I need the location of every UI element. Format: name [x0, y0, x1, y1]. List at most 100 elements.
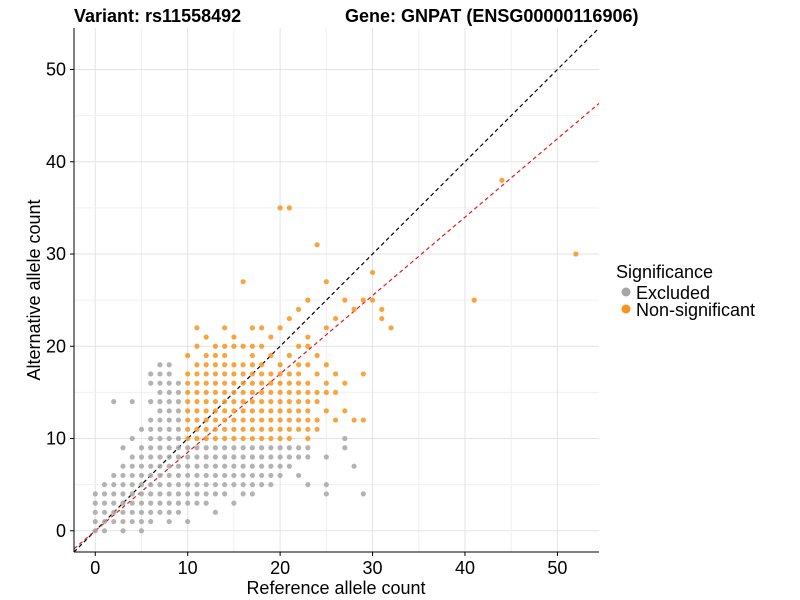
point-non-significant [185, 389, 191, 396]
point-excluded [175, 380, 182, 386]
point-non-significant [305, 399, 311, 405]
point-non-significant [185, 352, 191, 359]
point-non-significant [277, 325, 283, 331]
point-excluded [323, 454, 329, 460]
point-excluded [360, 491, 366, 497]
point-non-significant [360, 417, 366, 423]
variant-title: Variant: rs11558492 [74, 6, 241, 26]
point-excluded [185, 454, 191, 460]
point-non-significant [286, 426, 292, 432]
point-excluded [129, 491, 135, 497]
point-non-significant [277, 417, 283, 423]
point-non-significant [185, 380, 191, 386]
point-non-significant [314, 399, 320, 405]
point-excluded [296, 454, 302, 460]
point-excluded [166, 399, 172, 405]
point-non-significant [222, 343, 228, 349]
point-non-significant [231, 362, 237, 368]
point-excluded [120, 463, 126, 469]
point-excluded [249, 472, 255, 479]
point-excluded [203, 491, 209, 497]
point-excluded [166, 389, 172, 396]
point-non-significant [286, 399, 292, 405]
point-non-significant [194, 362, 200, 368]
point-excluded [157, 500, 163, 506]
point-non-significant [296, 426, 302, 432]
point-non-significant [379, 306, 385, 312]
point-non-significant [212, 389, 219, 396]
point-excluded [129, 500, 135, 506]
point-non-significant [240, 399, 246, 405]
point-excluded [166, 472, 172, 479]
point-non-significant [240, 408, 246, 414]
point-excluded [185, 482, 191, 488]
point-non-significant [212, 408, 219, 414]
point-non-significant [203, 408, 209, 414]
point-excluded [92, 500, 98, 506]
point-non-significant [332, 417, 339, 423]
point-non-significant [286, 205, 292, 211]
point-excluded [212, 509, 219, 515]
point-non-significant [185, 426, 191, 432]
point-excluded [203, 463, 209, 469]
point-excluded [138, 463, 145, 469]
point-non-significant [314, 417, 320, 423]
point-excluded [175, 472, 182, 479]
point-excluded [240, 463, 246, 469]
point-excluded [249, 445, 255, 451]
point-non-significant [314, 389, 320, 396]
point-excluded [240, 472, 246, 479]
point-excluded [157, 371, 163, 377]
point-excluded [277, 463, 283, 469]
point-non-significant [249, 435, 255, 442]
x-tick-label: 40 [455, 558, 475, 578]
point-excluded [194, 445, 200, 451]
point-excluded [120, 472, 126, 479]
point-non-significant [277, 380, 283, 386]
point-non-significant [240, 380, 246, 386]
point-excluded [166, 463, 172, 469]
y-tick-label: 50 [46, 60, 66, 80]
point-excluded [194, 463, 200, 469]
point-non-significant [342, 297, 348, 303]
point-excluded [286, 445, 292, 451]
point-excluded [185, 518, 191, 525]
point-non-significant [231, 371, 237, 377]
point-excluded [185, 445, 191, 451]
x-tick-label: 50 [547, 558, 567, 578]
point-non-significant [305, 297, 311, 303]
point-non-significant [249, 352, 255, 359]
point-excluded [231, 482, 237, 488]
point-excluded [157, 362, 163, 368]
point-excluded [268, 463, 274, 469]
point-non-significant [240, 435, 246, 442]
point-non-significant [222, 389, 228, 396]
point-excluded [194, 500, 200, 506]
point-non-significant [268, 408, 274, 414]
point-non-significant [268, 435, 274, 442]
point-non-significant [194, 343, 200, 349]
x-axis-ticks: 0 10 20 30 40 50 [90, 552, 567, 578]
point-excluded [138, 491, 145, 497]
point-excluded [259, 472, 265, 479]
point-non-significant [231, 343, 237, 349]
point-excluded [157, 463, 163, 469]
point-excluded [249, 491, 255, 497]
point-non-significant [388, 325, 394, 331]
point-non-significant [240, 362, 246, 368]
point-non-significant [305, 426, 311, 432]
point-non-significant [194, 399, 200, 405]
point-non-significant [305, 435, 311, 442]
point-non-significant [323, 380, 329, 386]
legend-title: Significance [616, 262, 713, 282]
point-non-significant [203, 334, 209, 340]
point-excluded [92, 518, 98, 525]
point-non-significant [342, 380, 348, 386]
point-excluded [222, 491, 228, 497]
point-non-significant [259, 435, 265, 442]
point-non-significant [369, 297, 376, 303]
y-axis-ticks: 0 10 20 30 40 50 [46, 60, 74, 541]
point-excluded [111, 509, 117, 515]
point-excluded [148, 380, 154, 386]
point-non-significant [314, 242, 320, 248]
